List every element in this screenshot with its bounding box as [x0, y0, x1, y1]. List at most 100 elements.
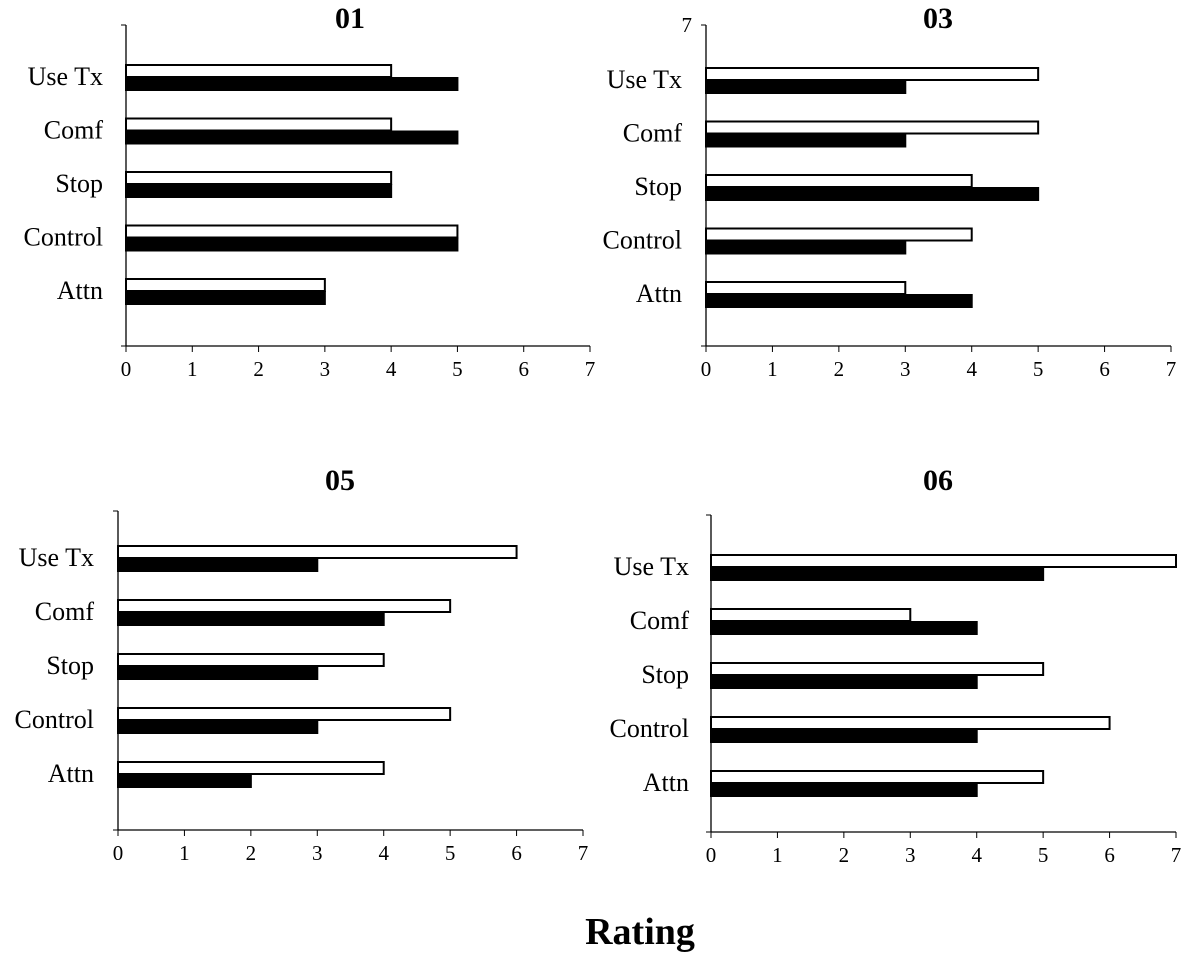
bar-stop-series-2 — [705, 187, 1040, 201]
x-tick-label: 4 — [378, 841, 389, 865]
bar-stop-series-1 — [705, 174, 973, 188]
bar-use-tx-series-2 — [125, 77, 459, 91]
x-tick-label: 0 — [121, 357, 132, 381]
bar-use-tx-series-2 — [705, 80, 907, 94]
category-label: Control — [15, 705, 94, 734]
x-tick-label: 0 — [706, 843, 717, 867]
x-tick-label: 1 — [187, 357, 198, 381]
x-tick-label: 5 — [1038, 843, 1049, 867]
x-tick-label: 4 — [386, 357, 397, 381]
category-label: Attn — [636, 279, 682, 308]
figure-xlabel: Rating — [585, 911, 695, 953]
category-label: Use Tx — [607, 65, 682, 94]
bar-attn-series-2 — [710, 783, 978, 797]
category-label: Stop — [641, 660, 689, 689]
x-tick-label: 1 — [772, 843, 783, 867]
bar-control-series-1 — [117, 707, 452, 721]
panel-title: 03 — [923, 2, 953, 35]
bar-attn-series-1 — [705, 281, 907, 295]
bar-stop-series-1 — [125, 171, 393, 185]
category-label: Stop — [55, 169, 103, 198]
bar-comf-series-1 — [710, 608, 912, 622]
category-label: Use Tx — [614, 552, 689, 581]
panel-title: 05 — [325, 464, 355, 497]
x-tick-label: 7 — [585, 357, 596, 381]
bar-attn-series-2 — [705, 294, 973, 308]
bar-attn-series-1 — [117, 761, 385, 775]
bar-control-series-2 — [117, 720, 319, 734]
x-tick-label: 4 — [966, 357, 977, 381]
bar-use-tx-series-1 — [705, 67, 1040, 81]
x-tick-label: 6 — [518, 357, 529, 381]
x-tick-label: 7 — [578, 841, 589, 865]
chart-panel-03: 03 7 0 1 2 3 4 5 6 7 Use Tx Comf Stop Control Attn — [603, 2, 1177, 381]
category-label: Attn — [48, 759, 94, 788]
category-label: Comf — [44, 116, 104, 145]
bar-control-series-1 — [705, 227, 973, 242]
bar-attn-series-2 — [117, 774, 252, 788]
panel-title: 01 — [335, 2, 365, 35]
bar-control-series-2 — [705, 240, 907, 255]
x-tick-label: 5 — [452, 357, 463, 381]
x-tick-label: 2 — [246, 841, 257, 865]
bar-attn-series-1 — [710, 770, 1045, 784]
bar-comf-series-1 — [705, 120, 1040, 135]
bar-comf-series-2 — [125, 130, 459, 145]
x-tick-label: 3 — [320, 357, 331, 381]
category-label: Use Tx — [28, 62, 103, 91]
y-axis-top-tick-label: 7 — [682, 13, 693, 37]
bar-stop-series-1 — [710, 662, 1045, 676]
bar-control-series-2 — [125, 237, 459, 252]
bar-attn-series-2 — [125, 291, 326, 305]
bar-comf-series-1 — [125, 117, 393, 132]
chart-panel-06: 06 0 1 2 3 4 5 6 7 Use Tx Comf Stop Control Attn — [610, 464, 1182, 867]
x-tick-label: 1 — [179, 841, 190, 865]
x-tick-label: 7 — [1166, 357, 1177, 381]
x-tick-label: 1 — [767, 357, 778, 381]
bar-comf-series-2 — [705, 133, 907, 148]
x-tick-label: 3 — [900, 357, 911, 381]
bar-attn-series-1 — [125, 278, 326, 292]
x-tick-label: 2 — [834, 357, 845, 381]
x-tick-label: 5 — [1033, 357, 1044, 381]
bar-comf-series-2 — [117, 612, 385, 626]
category-label: Comf — [623, 119, 683, 148]
x-tick-label: 3 — [312, 841, 323, 865]
category-label: Attn — [643, 768, 689, 797]
bar-control-series-2 — [710, 729, 978, 743]
bar-comf-series-2 — [710, 621, 978, 635]
bar-stop-series-2 — [117, 666, 319, 680]
x-tick-label: 2 — [839, 843, 850, 867]
x-tick-label: 0 — [701, 357, 712, 381]
bar-comf-series-1 — [117, 599, 452, 613]
bar-stop-series-1 — [117, 653, 385, 667]
category-label: Stop — [46, 651, 94, 680]
x-tick-label: 2 — [253, 357, 264, 381]
bar-use-tx-series-1 — [125, 64, 393, 78]
bar-stop-series-2 — [125, 184, 393, 198]
x-tick-label: 3 — [905, 843, 916, 867]
panel-title: 06 — [923, 464, 953, 497]
category-label: Control — [24, 223, 103, 252]
x-tick-label: 5 — [445, 841, 456, 865]
x-tick-label: 6 — [1099, 357, 1110, 381]
bar-use-tx-series-1 — [710, 554, 1177, 568]
bar-use-tx-series-1 — [117, 545, 518, 559]
bar-control-series-1 — [125, 224, 459, 239]
category-label: Comf — [35, 597, 95, 626]
x-tick-label: 7 — [1171, 843, 1182, 867]
bar-use-tx-series-2 — [710, 567, 1045, 581]
category-label: Control — [603, 226, 682, 255]
category-label: Comf — [630, 606, 690, 635]
chart-panel-05: 05 0 1 2 3 4 5 6 7 Use Tx Comf Stop Control Attn — [15, 464, 589, 865]
bar-stop-series-2 — [710, 675, 978, 689]
x-tick-label: 4 — [971, 843, 982, 867]
category-label: Control — [610, 714, 689, 743]
x-tick-label: 6 — [1104, 843, 1115, 867]
category-label: Use Tx — [19, 543, 94, 572]
bar-control-series-1 — [710, 716, 1111, 730]
bar-use-tx-series-2 — [117, 558, 319, 572]
